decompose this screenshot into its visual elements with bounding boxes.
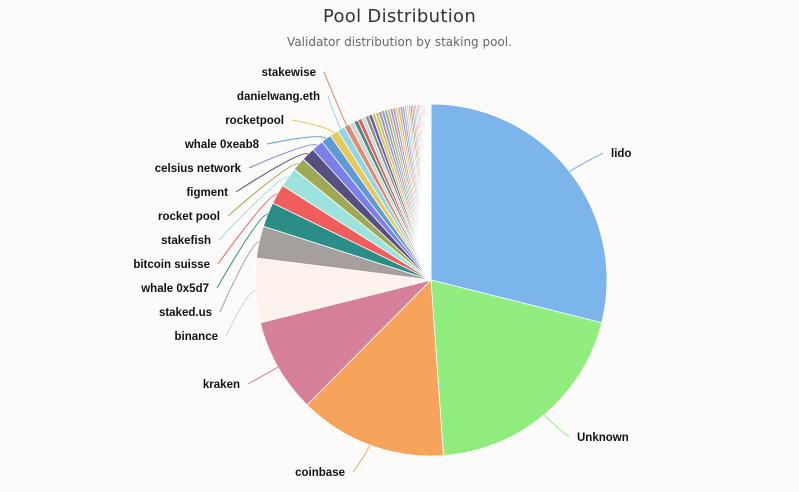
chart-title: Pool Distribution (322, 6, 477, 27)
label-whale-0xeab8: whale 0xeab8 (184, 139, 260, 151)
label-rocketpool: rocketpool (225, 115, 284, 127)
connector-stakewise (323, 71, 348, 126)
label-coinbase: coinbase (295, 467, 345, 479)
pie-slice-lido[interactable] (430, 103, 608, 324)
connector-coinbase (352, 444, 371, 473)
slice-labels: lido Unknown coinbase kraken binance staked.u… (133, 67, 631, 479)
connector-rocket-pool (227, 163, 300, 217)
label-figment: figment (186, 187, 228, 199)
label-staked-us: staked.us (159, 307, 212, 319)
connector-figment (235, 153, 309, 193)
label-binance: binance (175, 331, 218, 343)
pie-slice-kraken[interactable] (259, 279, 433, 406)
connector-bitcoin-suisse (217, 193, 278, 265)
label-lido: lido (611, 148, 631, 160)
label-danielwang-eth: danielwang.eth (237, 91, 320, 103)
label-connectors (216, 71, 604, 473)
connector-whale-0x5d7 (216, 213, 269, 289)
label-stakefish: stakefish (161, 235, 211, 247)
connector-kraken (247, 366, 279, 385)
connector-staked-us (219, 241, 260, 313)
label-whale-0x5d7: whale 0x5d7 (140, 283, 209, 295)
chart-subtitle: Validator distribution by staking pool. (287, 35, 512, 49)
pie-slice-minor-54[interactable] (429, 103, 432, 281)
label-rocket-pool: rocket pool (158, 211, 220, 223)
pie-slices (254, 103, 608, 457)
label-celsius-network: celsius network (155, 163, 242, 175)
connector-celsius-network (248, 144, 318, 169)
connector-whale-0xeab8 (266, 136, 327, 145)
connector-unknown (543, 414, 570, 438)
connector-rocketpool (291, 119, 335, 134)
connector-binance (225, 290, 256, 337)
label-kraken: kraken (203, 379, 240, 391)
label-stakewise: stakewise (262, 67, 316, 79)
connector-danielwang-eth (327, 95, 342, 130)
connector-stakefish (218, 176, 289, 241)
label-bitcoin-suisse: bitcoin suisse (133, 259, 210, 271)
connector-lido (569, 152, 604, 173)
label-unknown: Unknown (577, 432, 629, 444)
